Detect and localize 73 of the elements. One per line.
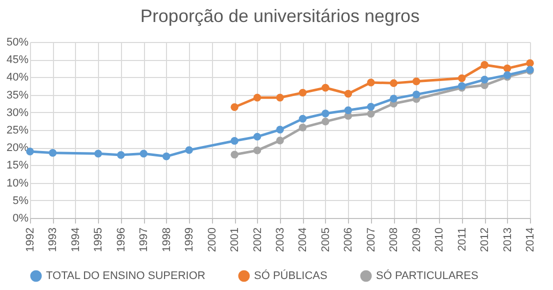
x-tick-label: 1994 [70, 228, 82, 252]
point [162, 152, 170, 160]
point [94, 150, 102, 158]
y-tick-label: 35% [6, 89, 29, 102]
point [276, 136, 284, 144]
point [367, 110, 375, 118]
x-tick-label: 2008 [388, 228, 400, 252]
point [458, 74, 466, 82]
point [526, 59, 534, 67]
point [230, 103, 238, 111]
x-tick-label: 2009 [410, 228, 423, 252]
x-tick-label: 1998 [160, 228, 173, 252]
point [117, 151, 125, 159]
x-tick-label: 1997 [138, 228, 150, 252]
y-tick-label: 15% [6, 160, 29, 172]
point [480, 76, 488, 84]
legend-label: SÓ PARTICULARES [376, 269, 478, 282]
x-tick-label: 2002 [252, 228, 264, 252]
x-tick-label: 1993 [47, 228, 60, 252]
point [322, 118, 330, 126]
point [367, 102, 375, 111]
point [230, 137, 238, 145]
x-tick-label: 2011 [456, 228, 468, 252]
x-tick-label: 2014 [524, 228, 536, 252]
y-tick-label: 50% [6, 36, 29, 48]
x-tick-label: 2004 [297, 228, 310, 252]
y-tick-label: 30% [6, 106, 29, 119]
x-tick-label: 2012 [479, 228, 492, 252]
x-tick-label: 2007 [365, 228, 378, 252]
x-tick-label: 2000 [206, 228, 218, 252]
x-tick-label: 2010 [434, 228, 446, 252]
y-tick-label: 20% [6, 142, 29, 154]
x-tick-label: 1992 [24, 228, 36, 252]
point [412, 78, 420, 86]
x-tick-label: 1995 [92, 228, 105, 252]
point [390, 79, 398, 88]
x-tick-label: 2006 [342, 228, 355, 252]
legend-label: TOTAL DO ENSINO SUPERIOR [46, 270, 206, 282]
point [367, 78, 375, 86]
point [390, 94, 398, 103]
x-tick-label: 1999 [184, 228, 196, 252]
point [185, 146, 193, 154]
point [48, 149, 57, 157]
y-tick-label: 10% [6, 177, 29, 190]
point [230, 150, 238, 159]
point [276, 94, 284, 102]
point [412, 90, 420, 98]
y-tick-label: 0% [12, 212, 29, 224]
x-tick-label: 1996 [115, 228, 128, 252]
chart-title: Proporção de universitários negros [140, 6, 420, 26]
x-tick-label: 2001 [229, 228, 242, 252]
y-tick-label: 45% [6, 54, 29, 66]
x-tick-label: 2003 [274, 228, 286, 252]
point [344, 106, 352, 114]
legend-label: SÓ PÚBLICAS [254, 269, 328, 282]
point [298, 124, 307, 132]
point [276, 126, 284, 134]
y-tick-label: 25% [6, 124, 29, 136]
x-tick-label: 2013 [502, 228, 514, 252]
point [140, 150, 148, 158]
y-tick-label: 40% [6, 72, 29, 84]
point [253, 132, 262, 141]
point [298, 88, 307, 97]
point [503, 64, 512, 72]
point [253, 94, 262, 102]
point [344, 90, 352, 98]
point [298, 114, 307, 123]
point [253, 146, 262, 154]
point [480, 61, 488, 69]
y-tick-label: 5% [12, 194, 29, 207]
point [322, 110, 330, 118]
point [322, 84, 330, 92]
x-tick-label: 2005 [320, 228, 332, 252]
